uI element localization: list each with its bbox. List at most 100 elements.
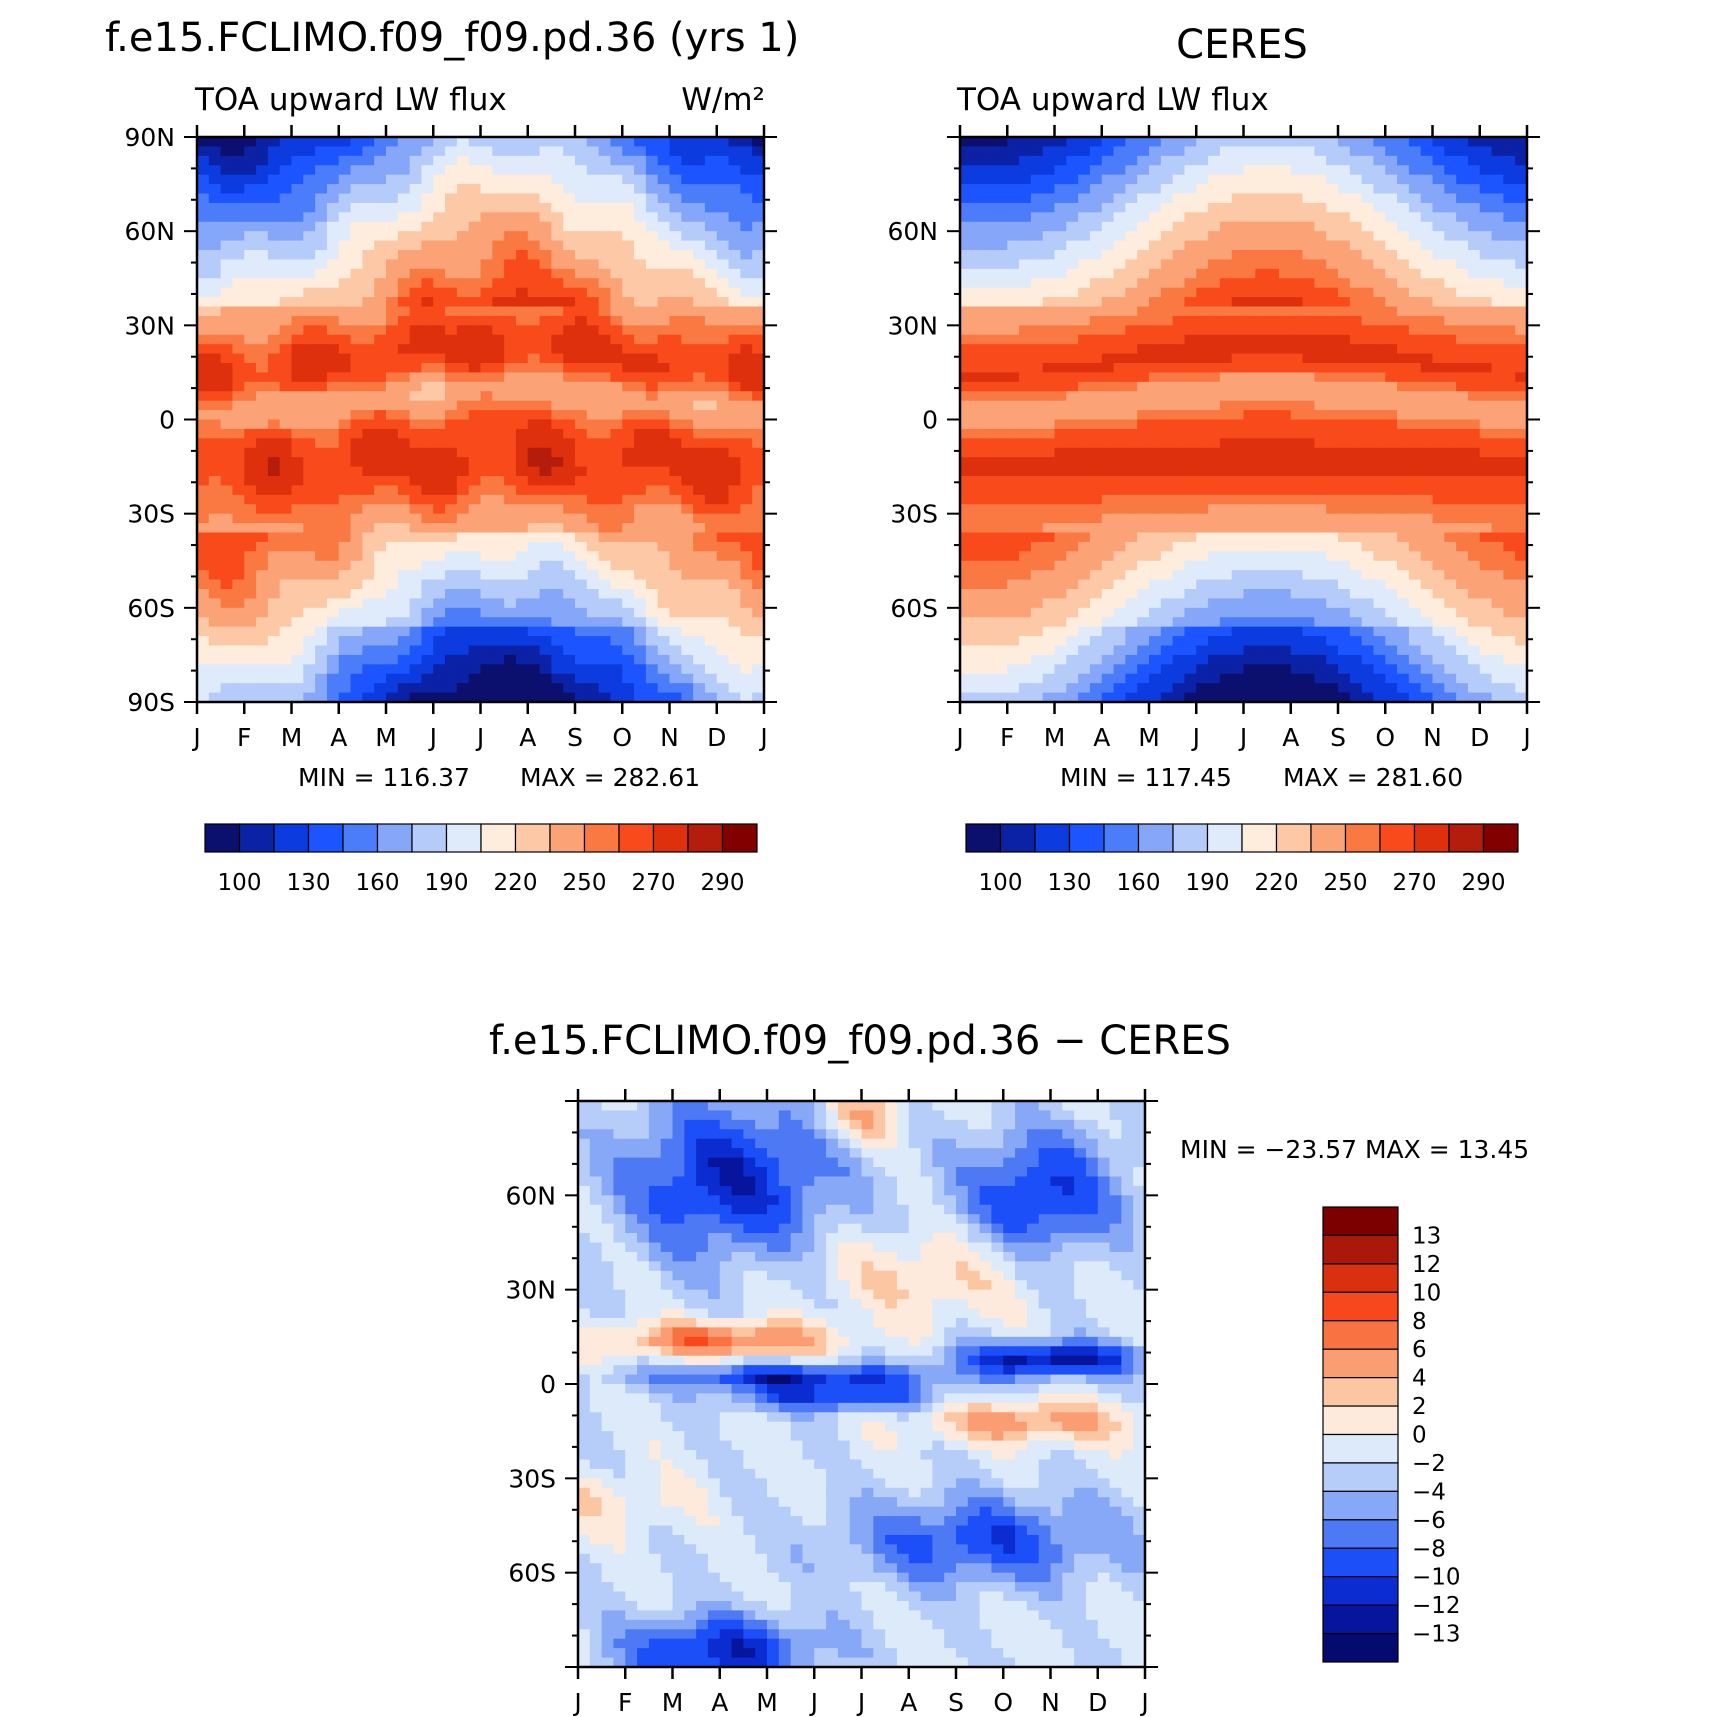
field-cell	[1503, 325, 1516, 336]
field-cell	[728, 513, 741, 524]
field-cell	[575, 485, 588, 496]
field-cell	[1125, 372, 1138, 383]
field-cell	[244, 315, 257, 326]
field-cell	[220, 589, 234, 600]
field-cell	[1113, 428, 1126, 439]
field-cell	[315, 334, 328, 345]
field-cell	[433, 683, 446, 694]
field-cell	[421, 673, 434, 684]
field-cell	[468, 504, 482, 515]
field-cell	[716, 494, 730, 505]
field-cell	[421, 570, 434, 581]
field-cell	[551, 391, 564, 402]
field-cell	[208, 664, 222, 675]
field-cell	[1467, 353, 1481, 364]
field-cell	[622, 654, 635, 665]
field-cell	[610, 400, 623, 411]
field-cell	[598, 231, 612, 242]
field-cell	[1385, 504, 1398, 515]
field-cell	[244, 165, 257, 176]
field-cell	[693, 457, 706, 468]
field-cell	[1019, 447, 1032, 458]
field-cell	[303, 607, 316, 618]
field-cell	[279, 664, 293, 675]
field-cell	[693, 372, 706, 383]
field-cell	[397, 654, 411, 665]
field-cell	[1361, 381, 1375, 392]
field-cell	[1019, 250, 1032, 261]
field-cell	[1160, 325, 1174, 336]
field-cell	[563, 259, 576, 270]
field-cell	[740, 184, 753, 195]
field-cell	[527, 485, 541, 496]
field-cell	[409, 570, 423, 581]
field-cell	[610, 372, 623, 383]
field-cell	[326, 259, 340, 270]
field-cell	[610, 221, 623, 232]
field-cell	[586, 297, 600, 308]
field-cell	[752, 165, 764, 176]
field-cell	[362, 137, 375, 148]
field-cell	[456, 532, 470, 543]
field-cell	[208, 645, 222, 656]
field-cell	[1326, 325, 1339, 336]
field-cell	[1290, 240, 1304, 251]
field-cell	[740, 315, 753, 326]
field-cell	[244, 268, 257, 279]
field-cell	[622, 193, 635, 204]
x-tick-label: D	[707, 723, 726, 752]
field-cell	[197, 654, 210, 665]
field-cell	[279, 250, 293, 261]
field-cell	[983, 428, 997, 439]
field-cell	[1503, 419, 1516, 430]
field-cell	[586, 476, 600, 487]
field-cell	[539, 146, 552, 157]
field-cell	[1231, 419, 1245, 430]
field-cell	[752, 250, 764, 261]
field-cell	[1278, 165, 1292, 176]
field-cell	[1054, 306, 1067, 317]
field-cell	[1432, 428, 1445, 439]
field-cell	[657, 428, 671, 439]
field-cell	[350, 513, 363, 524]
field-cell	[350, 278, 363, 289]
field-cell	[1479, 363, 1493, 374]
field-cell	[1184, 250, 1197, 261]
field-cell	[1007, 504, 1020, 515]
field-cell	[704, 541, 718, 552]
field-cell	[960, 447, 973, 458]
field-cell	[1278, 250, 1292, 261]
field-cell	[1338, 419, 1351, 430]
field-cell	[456, 428, 470, 439]
field-cell	[244, 513, 257, 524]
field-cell	[1432, 250, 1445, 261]
field-cell	[386, 494, 399, 505]
field-cell	[657, 353, 671, 364]
field-cell	[1503, 193, 1516, 204]
field-cell	[256, 259, 269, 270]
field-cell	[1231, 457, 1245, 468]
field-cell	[1503, 353, 1516, 364]
field-cell	[303, 278, 316, 289]
field-cell	[693, 344, 706, 355]
field-cell	[279, 268, 293, 279]
field-cell	[1054, 447, 1067, 458]
field-cell	[586, 617, 600, 628]
field-cell	[1361, 193, 1375, 204]
field-cell	[1160, 221, 1174, 232]
field-cell	[1373, 334, 1386, 345]
field-cell	[1184, 457, 1197, 468]
field-cell	[610, 673, 623, 684]
field-cell	[386, 419, 399, 430]
field-cell	[279, 447, 293, 458]
field-cell	[728, 428, 741, 439]
field-cell	[492, 589, 505, 600]
field-cell	[1302, 259, 1315, 270]
field-cell	[1290, 438, 1304, 449]
field-cell	[445, 654, 458, 665]
field-cell	[256, 532, 269, 543]
field-cell	[208, 174, 222, 185]
field-cell	[386, 579, 399, 590]
field-cell	[350, 155, 363, 166]
